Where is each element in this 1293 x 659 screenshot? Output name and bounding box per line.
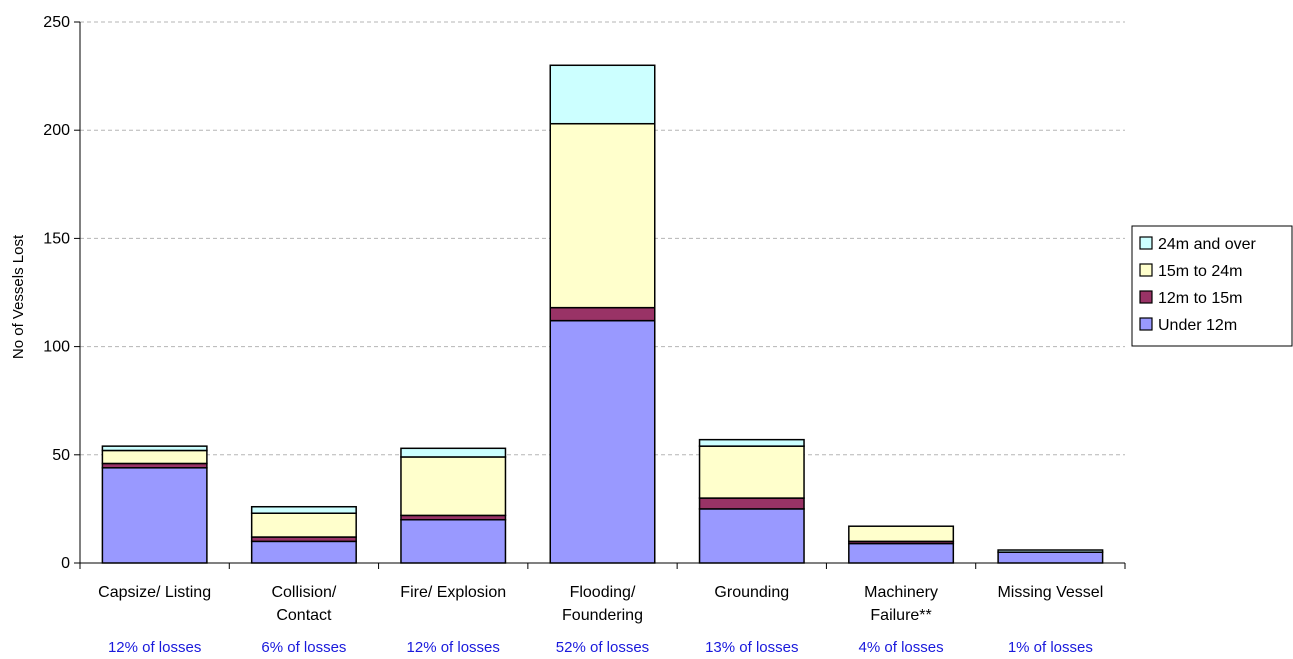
- legend-swatch: [1139, 317, 1153, 331]
- loss-share-label: 13% of losses: [705, 639, 798, 656]
- bar-segment: [101, 445, 208, 452]
- category-label: Collision/: [271, 584, 336, 601]
- legend-swatch: [1139, 263, 1153, 277]
- legend-label: 12m to 15m: [1158, 290, 1242, 307]
- loss-share-label: 4% of losses: [859, 639, 944, 656]
- bar-segment: [549, 306, 656, 322]
- category-label: Missing Vessel: [997, 584, 1103, 601]
- bar-segment: [549, 319, 656, 564]
- y-tick-label: 150: [43, 230, 70, 247]
- bar-segment: [698, 445, 805, 499]
- gridlines: [80, 21, 1125, 456]
- y-tick-label: 200: [43, 122, 70, 139]
- bar-segment: [400, 518, 507, 564]
- category-label: Grounding: [714, 584, 789, 601]
- bar-segment: [250, 512, 357, 538]
- loss-share-label: 6% of losses: [261, 639, 346, 656]
- loss-share-label: 12% of losses: [407, 639, 500, 656]
- bar-segment: [997, 549, 1104, 553]
- loss-share-label: 12% of losses: [108, 639, 201, 656]
- bar-segment: [848, 525, 955, 543]
- category-label: Machinery: [864, 584, 938, 601]
- bar-segment: [698, 508, 805, 564]
- y-tick-label: 100: [43, 339, 70, 356]
- bar-segment: [698, 497, 805, 510]
- bar-segment: [400, 447, 507, 458]
- bar-segment: [400, 456, 507, 517]
- category-label: Failure**: [870, 607, 931, 624]
- bar-segment: [250, 540, 357, 564]
- bar-segment: [698, 438, 805, 447]
- legend-label: 24m and over: [1158, 236, 1257, 253]
- legend-swatch: [1139, 236, 1153, 250]
- category-label: Capsize/ Listing: [98, 584, 211, 601]
- y-tick-label: 50: [52, 447, 70, 464]
- bar-segment: [101, 467, 208, 564]
- legend-label: Under 12m: [1158, 317, 1237, 334]
- bar-segment: [549, 122, 656, 309]
- legend-swatch: [1139, 290, 1153, 304]
- bars: [101, 64, 1104, 564]
- y-tick-label: 250: [43, 14, 70, 31]
- legend-box: [1131, 225, 1293, 347]
- legend: 24m and over 15m to 24m 12m to 15m Under 12…: [1131, 225, 1293, 347]
- loss-share-label: 1% of losses: [1008, 639, 1093, 656]
- bar-segment: [549, 64, 656, 125]
- category-label: Contact: [276, 607, 332, 624]
- bar-segment: [848, 542, 955, 564]
- bar-segment: [997, 551, 1104, 564]
- legend-label: 15m to 24m: [1158, 263, 1242, 280]
- bar-segment: [250, 505, 357, 514]
- category-label: Flooding/: [570, 584, 636, 601]
- y-axis-label: No of Vessels Lost: [10, 234, 27, 359]
- category-labels: Capsize/ Listing 12% of losses Collision/C…: [98, 584, 1103, 656]
- category-label: Fire/ Explosion: [400, 584, 506, 601]
- loss-share-label: 52% of losses: [556, 639, 649, 656]
- category-label: Foundering: [562, 607, 643, 624]
- bar-segment: [101, 449, 208, 465]
- y-tick-label: 0: [61, 555, 70, 572]
